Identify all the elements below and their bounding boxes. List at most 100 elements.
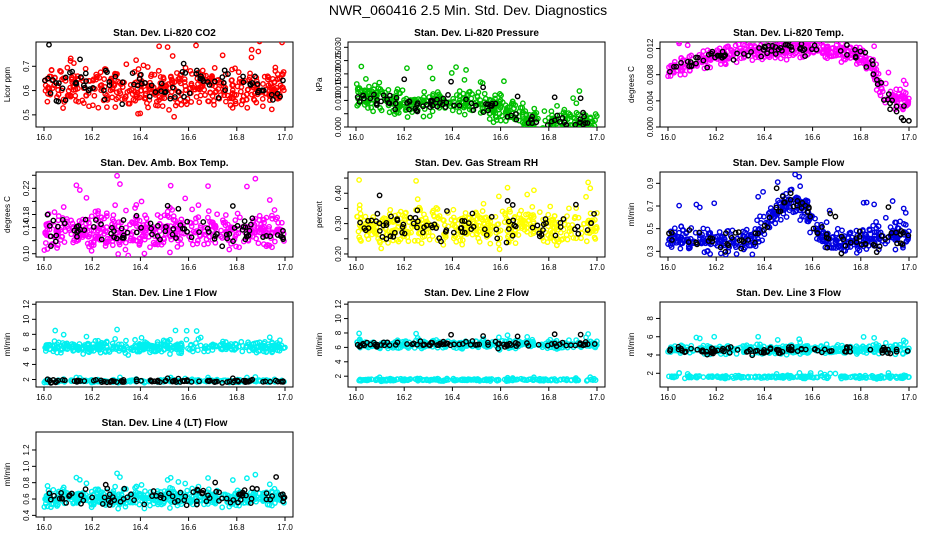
data-point (207, 89, 214, 96)
data-point (159, 103, 166, 110)
data-point (764, 50, 771, 57)
data-point (123, 337, 129, 344)
data-point (266, 223, 273, 230)
data-point (246, 227, 253, 234)
data-point (79, 216, 86, 223)
data-point (406, 98, 413, 105)
data-point (171, 79, 178, 86)
data-point (513, 343, 520, 349)
data-point (540, 227, 546, 233)
data-point (132, 336, 138, 343)
data-point (52, 238, 59, 245)
data-point (114, 326, 120, 333)
data-point (882, 80, 889, 87)
x-tick-label: 16.0 (36, 263, 52, 272)
data-point (172, 217, 178, 224)
data-point (417, 206, 424, 213)
points-layer (665, 172, 912, 257)
x-tick-label: 16.6 (493, 393, 509, 402)
data-point (172, 327, 179, 334)
data-point (41, 379, 48, 386)
data-point (407, 214, 414, 221)
data-point (378, 245, 385, 252)
data-point (873, 249, 880, 256)
data-point (760, 213, 767, 220)
data-point (493, 226, 500, 233)
data-point (269, 344, 276, 351)
data-point (155, 67, 162, 74)
data-point (222, 98, 229, 105)
data-point (559, 114, 566, 121)
data-point (44, 98, 51, 105)
data-point (172, 102, 179, 109)
data-point (844, 42, 850, 48)
data-point (116, 241, 123, 248)
data-point (826, 207, 833, 214)
data-point (429, 75, 436, 82)
data-point (71, 378, 78, 384)
data-point (897, 93, 904, 100)
data-point (588, 220, 595, 226)
data-point (356, 177, 363, 183)
y-tick-label: 12 (334, 299, 343, 308)
data-point (470, 223, 477, 230)
data-point (536, 233, 543, 240)
data-point (812, 215, 818, 222)
data-point (278, 33, 282, 37)
data-point (451, 102, 457, 109)
data-point (168, 236, 175, 243)
data-point (573, 201, 579, 208)
data-point (274, 90, 281, 97)
data-point (133, 202, 140, 208)
data-point (381, 342, 388, 349)
x-tick-label: 16.2 (396, 393, 412, 402)
data-point (136, 340, 143, 347)
data-point (220, 338, 226, 345)
data-point (898, 114, 905, 121)
data-point (557, 229, 564, 236)
data-point (197, 92, 204, 99)
data-point (74, 378, 80, 385)
data-point (55, 80, 62, 87)
x-tick-label: 16.4 (133, 133, 149, 142)
data-point (267, 80, 274, 87)
data-point (456, 102, 463, 109)
data-point (192, 219, 199, 226)
data-point (83, 92, 90, 99)
data-point (777, 208, 784, 215)
y-tick-label: 4 (646, 352, 655, 357)
x-tick-label: 16.6 (805, 133, 821, 142)
data-point (885, 91, 892, 97)
data-point (186, 90, 193, 97)
data-point (584, 377, 591, 383)
data-point (414, 224, 420, 231)
data-point (717, 250, 724, 257)
data-point (519, 220, 526, 227)
data-point (806, 216, 813, 223)
data-point (90, 76, 97, 83)
data-point (226, 231, 233, 237)
y-tick-label: 0.6 (22, 84, 31, 96)
x-tick-label: 17.0 (277, 133, 293, 142)
data-point (582, 129, 586, 133)
data-point (766, 214, 773, 221)
data-point (429, 102, 436, 109)
data-point (396, 104, 403, 111)
data-point (93, 343, 100, 350)
data-point (218, 227, 224, 234)
data-point (401, 230, 408, 237)
data-point (156, 43, 163, 50)
panel-title: Stan. Dev. Li-820 CO2 (113, 28, 216, 39)
data-point (401, 76, 408, 83)
data-point (677, 71, 684, 78)
data-point (756, 225, 762, 232)
y-tick-label: 0.025 (334, 50, 343, 71)
data-point (859, 227, 866, 233)
data-point (797, 54, 804, 61)
data-point (493, 377, 500, 383)
data-point (471, 220, 477, 227)
data-point (362, 213, 369, 220)
data-point (72, 343, 79, 350)
data-point (261, 219, 268, 226)
data-point (205, 183, 211, 190)
